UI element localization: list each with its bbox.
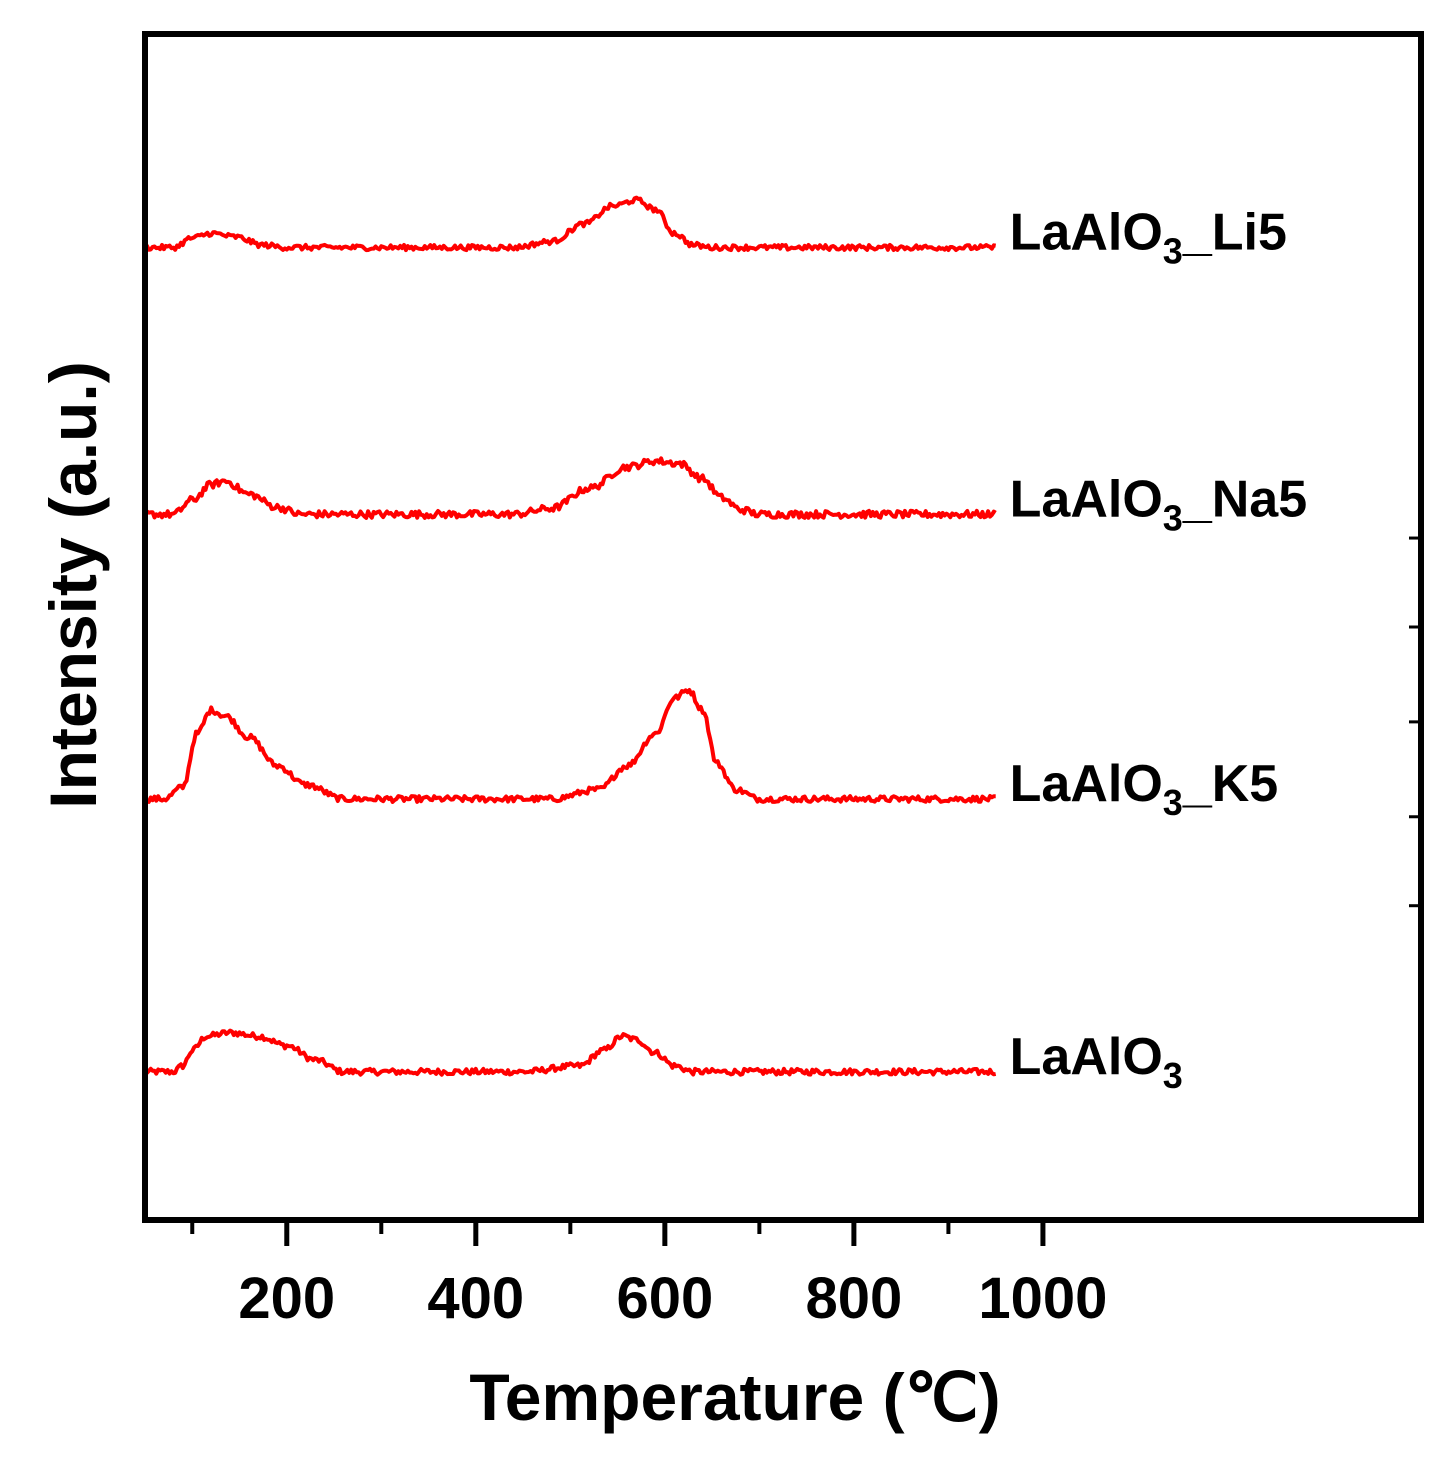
x-axis-title: Temperature (℃) — [469, 1360, 1000, 1434]
axis-ticks — [190, 536, 1421, 1246]
y-axis-title: Intensity (a.u.) — [36, 361, 110, 808]
x-tick-label-400: 400 — [427, 1266, 524, 1331]
series-label-laalo3: LaAlO3 — [1010, 1028, 1183, 1096]
series-line-laalo3-na5 — [143, 456, 997, 520]
series-label-laalo3-k5: LaAlO3_K5 — [1010, 755, 1279, 823]
x-tick-label-200: 200 — [238, 1266, 335, 1331]
series-labels: LaAlO3 LaAlO3_K5 LaAlO3_Na5 LaAlO3_Li5 — [1010, 203, 1307, 1095]
x-tick-label-800: 800 — [805, 1266, 902, 1331]
x-tick-labels: 200 400 600 800 1000 — [238, 1266, 1107, 1331]
series-line-laalo3-k5 — [143, 688, 996, 804]
series-label-laalo3-na5: LaAlO3_Na5 — [1010, 470, 1307, 538]
series-label-laalo3-li5: LaAlO3_Li5 — [1010, 203, 1287, 271]
series-curves — [143, 195, 997, 1077]
x-tick-label-600: 600 — [616, 1266, 713, 1331]
x-tick-label-1000: 1000 — [978, 1266, 1107, 1331]
series-line-laalo3-li5 — [143, 195, 997, 253]
series-line-laalo3 — [143, 1028, 997, 1077]
